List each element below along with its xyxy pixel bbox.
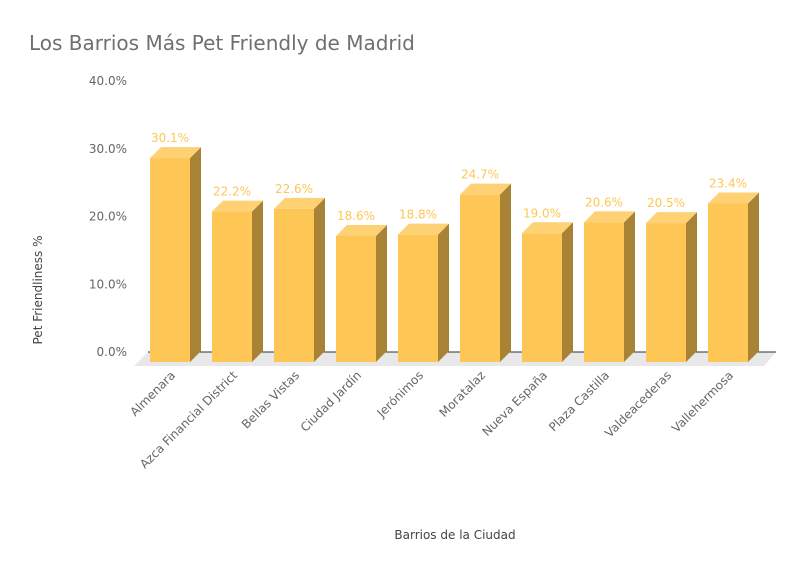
bar-side (686, 212, 697, 362)
bar (460, 194, 500, 362)
data-label: 22.6% (275, 182, 313, 196)
bar-top (336, 224, 387, 236)
bar-side (376, 224, 387, 362)
bar-side (562, 222, 573, 362)
x-axis-label: Barrios de la Ciudad (394, 528, 515, 542)
bar-side (624, 211, 635, 362)
bar-top (150, 147, 201, 159)
x-tick-label: Valdeacederas (602, 368, 674, 440)
bar (150, 158, 190, 362)
x-tick-label: Moratalaz (436, 368, 488, 420)
bar (584, 222, 624, 362)
data-label: 30.1% (151, 131, 189, 145)
bar (274, 208, 314, 362)
bar-top (398, 223, 449, 235)
x-tick-label: Vallehermosa (669, 368, 736, 435)
y-tick-label: 40.0% (89, 74, 127, 88)
data-label: 22.2% (213, 185, 251, 199)
bar-top (460, 183, 511, 195)
x-tick-label: Bellas Vistas (239, 368, 302, 431)
y-tick-label: 0.0% (97, 345, 128, 359)
x-tick-label: Jerónimos (374, 368, 426, 420)
bar-side (190, 147, 201, 362)
bar (336, 235, 376, 362)
bar (646, 223, 686, 362)
bar-side (500, 183, 511, 362)
x-tick-label: Almenara (127, 368, 178, 419)
y-tick-label: 20.0% (89, 210, 127, 224)
data-label: 20.6% (585, 195, 623, 209)
y-tick-label: 10.0% (89, 277, 127, 291)
data-label: 20.5% (647, 196, 685, 210)
bar-side (438, 223, 449, 362)
bar-top (646, 212, 697, 224)
chart-title: Los Barrios Más Pet Friendly de Madrid (29, 31, 415, 55)
bar (212, 211, 252, 362)
bar (398, 234, 438, 362)
x-tick-label: Nueva España (479, 368, 550, 439)
bar (522, 233, 562, 362)
y-tick-label: 30.0% (89, 142, 127, 156)
data-label: 24.7% (461, 168, 499, 182)
bar-side (252, 200, 263, 362)
bar-top (584, 211, 635, 223)
bar-side (314, 197, 325, 362)
data-label: 19.0% (523, 206, 561, 220)
data-label: 23.4% (709, 176, 747, 190)
bar-top (212, 200, 263, 212)
data-label: 18.6% (337, 209, 375, 223)
x-tick-label: Ciudad Jardín (298, 368, 364, 434)
bar-top (708, 192, 759, 204)
y-axis-label: Pet Friendliness % (31, 236, 45, 345)
bar-side (748, 192, 759, 362)
bar-top (522, 222, 573, 234)
bar-top (274, 197, 325, 209)
data-label: 18.8% (399, 208, 437, 222)
x-tick-label: Plaza Castilla (546, 368, 612, 434)
bar (708, 203, 748, 362)
